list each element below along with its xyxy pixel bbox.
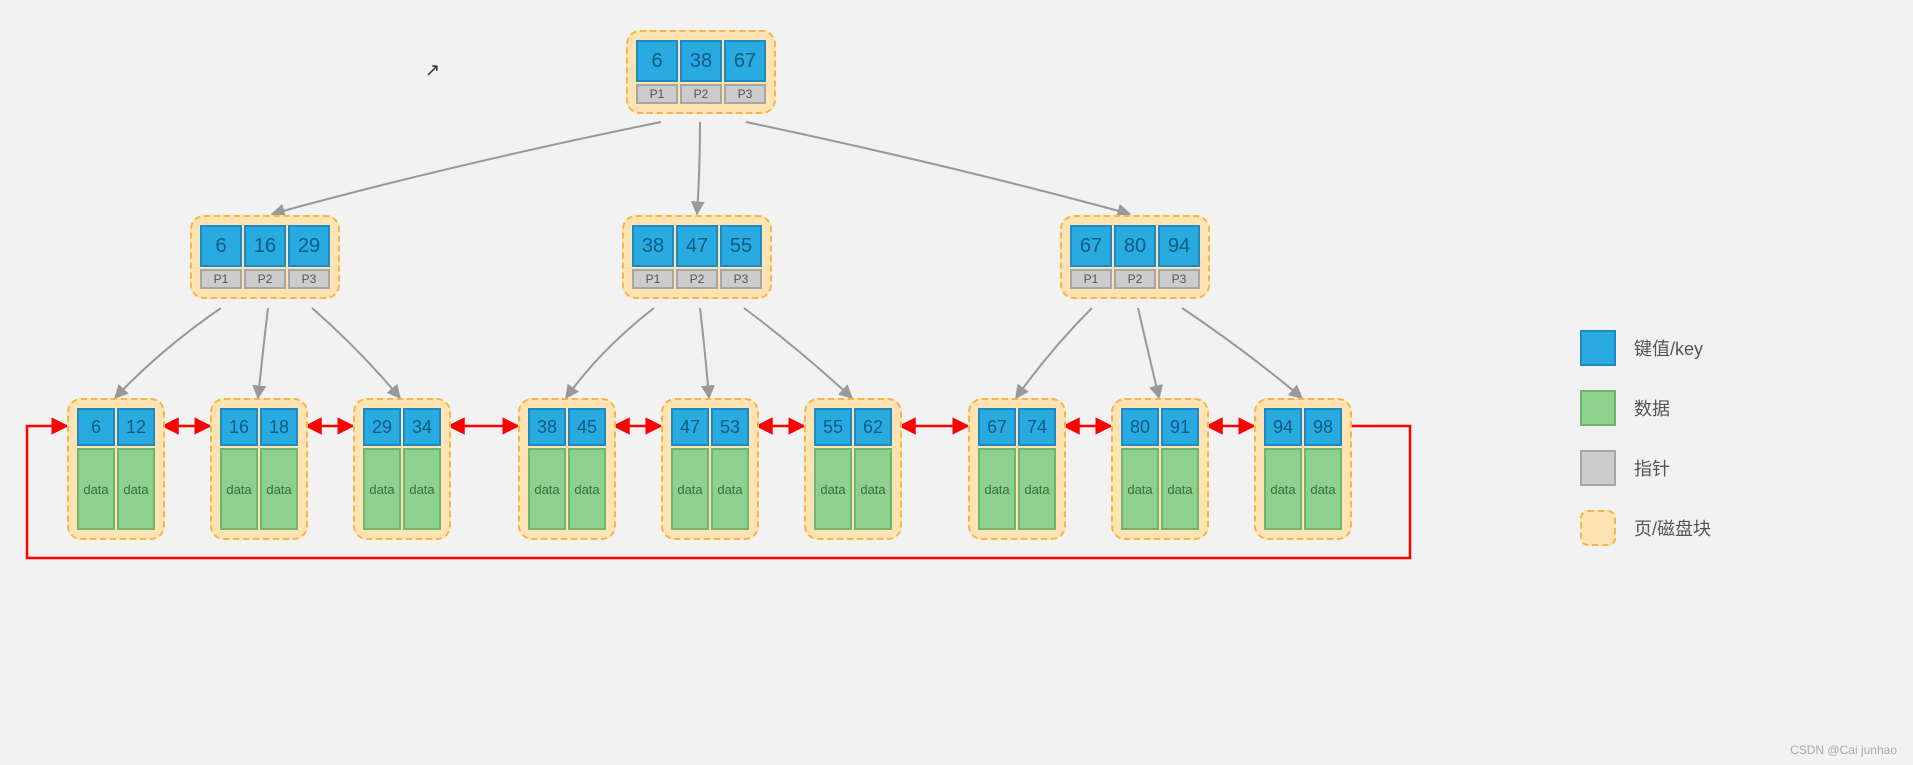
legend-label: 指针 bbox=[1634, 455, 1670, 481]
internal-node: 61629 P1P2P3 bbox=[190, 215, 340, 299]
key-cell: 6 bbox=[200, 225, 242, 267]
key-cell: 67 bbox=[1070, 225, 1112, 267]
data-cell: data bbox=[117, 448, 155, 530]
leaf-node: 8091datadata bbox=[1111, 398, 1209, 540]
key-cell: 80 bbox=[1114, 225, 1156, 267]
data-cell: data bbox=[1121, 448, 1159, 530]
key-cell: 6 bbox=[77, 408, 115, 446]
pointer-cell: P1 bbox=[636, 84, 678, 104]
legend-row: 键值/key bbox=[1580, 330, 1711, 366]
legend-swatch bbox=[1580, 510, 1616, 546]
legend-row: 页/磁盘块 bbox=[1580, 510, 1711, 546]
legend-swatch bbox=[1580, 390, 1616, 426]
internal-node: 678094 P1P2P3 bbox=[1060, 215, 1210, 299]
key-cell: 18 bbox=[260, 408, 298, 446]
key-cell: 94 bbox=[1264, 408, 1302, 446]
data-cell: data bbox=[671, 448, 709, 530]
key-cell: 53 bbox=[711, 408, 749, 446]
data-cell: data bbox=[1018, 448, 1056, 530]
watermark: CSDN @Cai junhao bbox=[1790, 743, 1897, 757]
leaf-node: 5562datadata bbox=[804, 398, 902, 540]
key-cell: 16 bbox=[220, 408, 258, 446]
key-cell: 55 bbox=[720, 225, 762, 267]
key-cell: 67 bbox=[978, 408, 1016, 446]
leaf-node: 4753datadata bbox=[661, 398, 759, 540]
data-cell: data bbox=[260, 448, 298, 530]
data-cell: data bbox=[711, 448, 749, 530]
legend: 键值/key 数据指针页/磁盘块 bbox=[1580, 330, 1711, 546]
key-cell: 91 bbox=[1161, 408, 1199, 446]
leaf-node: 2934datadata bbox=[353, 398, 451, 540]
pointer-cell: P2 bbox=[1114, 269, 1156, 289]
legend-row: 数据 bbox=[1580, 390, 1711, 426]
key-cell: 67 bbox=[724, 40, 766, 82]
legend-swatch bbox=[1580, 330, 1616, 366]
key-cell: 74 bbox=[1018, 408, 1056, 446]
data-cell: data bbox=[854, 448, 892, 530]
data-cell: data bbox=[978, 448, 1016, 530]
data-cell: data bbox=[220, 448, 258, 530]
key-cell: 55 bbox=[814, 408, 852, 446]
data-cell: data bbox=[1264, 448, 1302, 530]
internal-node: 384755 P1P2P3 bbox=[622, 215, 772, 299]
key-cell: 29 bbox=[288, 225, 330, 267]
legend-label: 数据 bbox=[1634, 395, 1670, 421]
key-cell: 98 bbox=[1304, 408, 1342, 446]
key-cell: 6 bbox=[636, 40, 678, 82]
key-cell: 47 bbox=[676, 225, 718, 267]
pointer-cell: P1 bbox=[1070, 269, 1112, 289]
key-cell: 45 bbox=[568, 408, 606, 446]
key-cell: 34 bbox=[403, 408, 441, 446]
data-cell: data bbox=[1304, 448, 1342, 530]
data-cell: data bbox=[403, 448, 441, 530]
cursor-icon: ↖ bbox=[425, 60, 440, 81]
pointer-cell: P1 bbox=[200, 269, 242, 289]
key-cell: 80 bbox=[1121, 408, 1159, 446]
legend-swatch bbox=[1580, 450, 1616, 486]
data-cell: data bbox=[363, 448, 401, 530]
pointer-cell: P3 bbox=[288, 269, 330, 289]
pointer-cell: P3 bbox=[724, 84, 766, 104]
leaf-node: 6774datadata bbox=[968, 398, 1066, 540]
legend-label: 键值/key bbox=[1634, 335, 1703, 361]
data-cell: data bbox=[1161, 448, 1199, 530]
leaf-node: 612datadata bbox=[67, 398, 165, 540]
key-cell: 16 bbox=[244, 225, 286, 267]
key-cell: 62 bbox=[854, 408, 892, 446]
key-cell: 38 bbox=[528, 408, 566, 446]
key-cell: 47 bbox=[671, 408, 709, 446]
data-cell: data bbox=[814, 448, 852, 530]
key-cell: 29 bbox=[363, 408, 401, 446]
pointer-cell: P2 bbox=[244, 269, 286, 289]
data-cell: data bbox=[528, 448, 566, 530]
key-cell: 38 bbox=[680, 40, 722, 82]
pointer-cell: P1 bbox=[632, 269, 674, 289]
data-cell: data bbox=[568, 448, 606, 530]
pointer-cell: P3 bbox=[720, 269, 762, 289]
key-cell: 94 bbox=[1158, 225, 1200, 267]
leaf-node: 1618datadata bbox=[210, 398, 308, 540]
pointer-cell: P2 bbox=[680, 84, 722, 104]
key-cell: 38 bbox=[632, 225, 674, 267]
pointer-cell: P3 bbox=[1158, 269, 1200, 289]
leaf-node: 9498datadata bbox=[1254, 398, 1352, 540]
pointer-cell: P2 bbox=[676, 269, 718, 289]
leaf-node: 3845datadata bbox=[518, 398, 616, 540]
legend-label: 页/磁盘块 bbox=[1634, 515, 1711, 541]
internal-node: 63867 P1P2P3 bbox=[626, 30, 776, 114]
legend-row: 指针 bbox=[1580, 450, 1711, 486]
key-cell: 12 bbox=[117, 408, 155, 446]
data-cell: data bbox=[77, 448, 115, 530]
